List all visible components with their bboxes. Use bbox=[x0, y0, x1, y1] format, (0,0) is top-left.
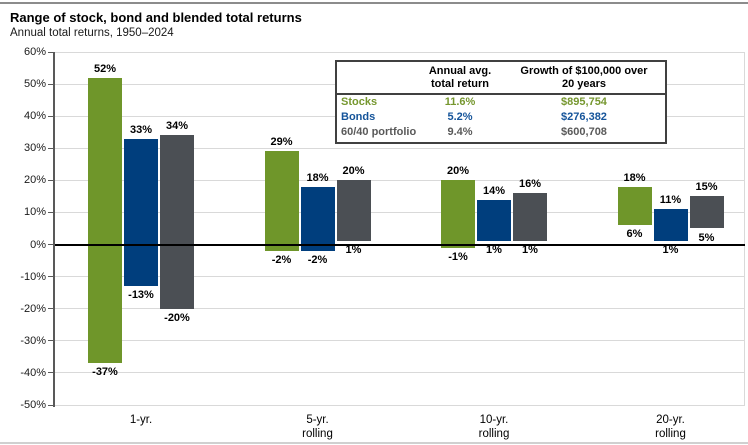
y-tick-label-30: 30% bbox=[23, 142, 46, 155]
gridline-60 bbox=[55, 51, 745, 53]
label-min-60-40-portfolio-5-yr: 1% bbox=[345, 244, 362, 257]
bar-60-40-portfolio-10-yr bbox=[513, 193, 547, 242]
summary-row-6040: 60/40 portfolio 9.4% $600,708 bbox=[337, 125, 665, 142]
summary-label-6040: 60/40 portfolio bbox=[341, 126, 417, 138]
summary-header-spacer bbox=[337, 65, 417, 91]
label-min-stocks-5-yr: -2% bbox=[271, 253, 292, 266]
y-tick-label-40: 40% bbox=[23, 110, 46, 123]
y-tick--50 bbox=[48, 404, 54, 406]
y-tick-label--20: -20% bbox=[20, 302, 46, 315]
label-max-bonds-20-yr: 11% bbox=[659, 194, 682, 207]
gridline-20 bbox=[55, 179, 745, 181]
bar-stocks-20-yr bbox=[617, 186, 652, 226]
summary-header-return: Annual avg. total return bbox=[428, 65, 492, 90]
label-min-60-40-portfolio-1-yr: -20% bbox=[164, 311, 190, 324]
y-tick--40 bbox=[48, 372, 54, 374]
label-max-60-40-portfolio-5-yr: 20% bbox=[342, 165, 365, 178]
y-tick-label--50: -50% bbox=[20, 399, 46, 411]
bar-bonds-1-yr bbox=[124, 138, 158, 287]
gridline--40 bbox=[55, 372, 745, 374]
y-tick-label-10: 10% bbox=[23, 206, 46, 219]
summary-return-bonds: 5.2% bbox=[447, 111, 473, 123]
summary-header-row: Annual avg. total return Growth of $100,… bbox=[337, 62, 665, 95]
label-min-60-40-portfolio-10-yr: 1% bbox=[522, 244, 538, 257]
label-min-stocks-1-yr: -37% bbox=[92, 366, 118, 379]
summary-header-growth: Growth of $100,000 over 20 years bbox=[520, 65, 648, 90]
plot-right-border bbox=[744, 52, 745, 406]
label-min-60-40-portfolio-20-yr: 5% bbox=[698, 231, 715, 244]
label-max-60-40-portfolio-20-yr: 15% bbox=[695, 181, 718, 194]
y-tick-label--10: -10% bbox=[20, 270, 46, 283]
gridline-10 bbox=[55, 211, 745, 213]
y-tick-label-0: 0% bbox=[30, 238, 46, 251]
x-label-20-yr-rolling: 20-yr. rolling bbox=[655, 414, 686, 440]
bar-stocks-1-yr bbox=[88, 77, 122, 364]
y-tick--20 bbox=[48, 308, 54, 310]
bar-stocks-5-yr bbox=[264, 151, 299, 251]
bar-60-40-portfolio-1-yr bbox=[160, 135, 194, 309]
label-min-stocks-20-yr: 6% bbox=[626, 228, 643, 241]
y-tick-label-60: 60% bbox=[23, 46, 46, 58]
summary-row-stocks: Stocks 11.6% $895,754 bbox=[337, 95, 665, 110]
label-min-bonds-10-yr: 1% bbox=[486, 244, 502, 257]
gridline--20 bbox=[55, 308, 745, 310]
summary-growth-bonds: $276,382 bbox=[561, 111, 607, 123]
label-max-stocks-10-yr: 20% bbox=[446, 165, 470, 178]
label-max-stocks-5-yr: 29% bbox=[270, 136, 293, 149]
label-max-bonds-5-yr: 18% bbox=[306, 171, 329, 184]
x-label-5-yr-rolling: 5-yr. rolling bbox=[302, 414, 333, 440]
y-tick--30 bbox=[48, 340, 54, 342]
label-min-bonds-20-yr: 1% bbox=[662, 244, 679, 257]
summary-label-stocks: Stocks bbox=[341, 96, 378, 108]
y-tick-40 bbox=[48, 115, 54, 117]
y-axis-line bbox=[53, 52, 55, 407]
summary-label-bonds: Bonds bbox=[341, 111, 376, 123]
legend-summary-table: Annual avg. total return Growth of $100,… bbox=[335, 60, 667, 144]
y-tick-50 bbox=[48, 83, 54, 85]
y-tick-label-50: 50% bbox=[23, 78, 46, 91]
label-max-bonds-10-yr: 14% bbox=[482, 184, 506, 197]
chart-subtitle: Annual total returns, 1950–2024 bbox=[10, 27, 174, 39]
label-max-60-40-portfolio-10-yr: 16% bbox=[518, 178, 542, 191]
top-divider bbox=[0, 2, 748, 4]
gridline-30 bbox=[55, 147, 745, 149]
summary-growth-6040: $600,708 bbox=[561, 126, 607, 138]
bar-bonds-5-yr bbox=[300, 186, 335, 251]
chart-title: Range of stock, bond and blended total r… bbox=[10, 10, 302, 25]
y-tick--10 bbox=[48, 276, 54, 278]
y-tick-20 bbox=[48, 179, 54, 181]
summary-return-stocks: 11.6% bbox=[444, 96, 476, 108]
y-tick-0 bbox=[48, 244, 54, 246]
zero-axis-line bbox=[55, 243, 745, 246]
label-min-bonds-1-yr: -13% bbox=[128, 289, 154, 302]
y-tick-10 bbox=[48, 211, 54, 213]
y-tick-label--40: -40% bbox=[20, 366, 46, 379]
label-min-bonds-5-yr: -2% bbox=[307, 253, 328, 266]
summary-row-bonds: Bonds 5.2% $276,382 bbox=[337, 110, 665, 125]
bar-60-40-portfolio-20-yr bbox=[689, 196, 724, 229]
plot-area: 52% -37% 33% -13% 34% -20% 29% -2% 18% -2% 20% 1% 20… bbox=[55, 51, 745, 406]
y-tick-60 bbox=[48, 51, 54, 53]
bottom-divider bbox=[0, 442, 748, 444]
bar-bonds-10-yr bbox=[477, 199, 511, 242]
label-max-60-40-portfolio-1-yr: 34% bbox=[165, 120, 189, 133]
gridline--10 bbox=[55, 276, 745, 278]
summary-return-6040: 9.4% bbox=[447, 126, 473, 138]
x-label-1-yr: 1-yr. bbox=[129, 414, 153, 426]
y-tick-30 bbox=[48, 147, 54, 149]
bar-stocks-10-yr bbox=[441, 180, 475, 248]
y-tick-label-20: 20% bbox=[23, 174, 46, 187]
gridline--50 bbox=[55, 404, 745, 406]
summary-growth-stocks: $895,754 bbox=[561, 96, 607, 108]
bar-60-40-portfolio-5-yr bbox=[336, 180, 371, 242]
x-label-10-yr-rolling: 10-yr. rolling bbox=[478, 414, 510, 440]
bar-bonds-20-yr bbox=[653, 209, 688, 242]
label-min-stocks-10-yr: -1% bbox=[448, 250, 468, 263]
label-max-bonds-1-yr: 33% bbox=[129, 123, 153, 136]
label-max-stocks-1-yr: 52% bbox=[93, 62, 117, 75]
gridline--30 bbox=[55, 340, 745, 342]
y-tick-label--30: -30% bbox=[20, 334, 46, 347]
label-max-stocks-20-yr: 18% bbox=[623, 171, 646, 184]
